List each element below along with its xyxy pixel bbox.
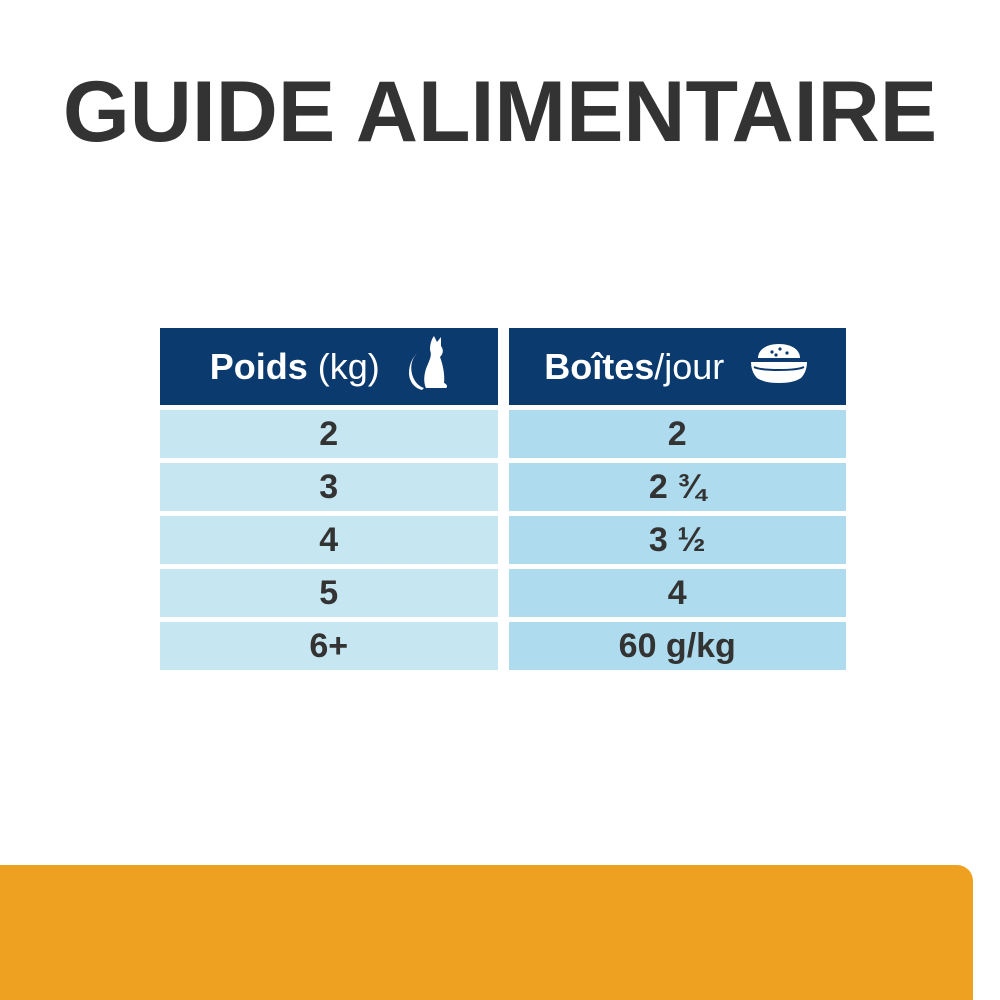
header-cans-label: Boîtes: [544, 345, 655, 387]
bottom-color-band: [0, 865, 973, 1000]
page-title: GUIDE ALIMENTAIRE: [62, 64, 938, 160]
cans-cell: 60 g/kg: [508, 622, 846, 670]
header-weight-label: Poids: [209, 345, 308, 387]
cans-cell: 3 ½: [508, 516, 846, 564]
weight-cell: 6+: [160, 622, 498, 670]
food-bowl-icon: [748, 340, 810, 393]
weight-cell: 2: [160, 410, 498, 458]
table-header: Poids (kg) Boîtes/jour: [160, 328, 846, 405]
cans-cell: 2: [508, 410, 846, 458]
header-weight-unit: (kg): [307, 345, 380, 387]
weight-cell: 4: [160, 516, 498, 564]
header-cans: Boîtes/jour: [508, 328, 846, 405]
weight-cell: 5: [160, 569, 498, 617]
header-weight: Poids (kg): [160, 328, 498, 405]
weight-cell: 3: [160, 463, 498, 511]
header-cans-unit: /jour: [654, 345, 725, 387]
cat-icon: [404, 334, 448, 399]
table-row: 6+ 60 g/kg: [160, 622, 846, 670]
cans-cell: 2 ¾: [508, 463, 846, 511]
cans-cell: 4: [508, 569, 846, 617]
